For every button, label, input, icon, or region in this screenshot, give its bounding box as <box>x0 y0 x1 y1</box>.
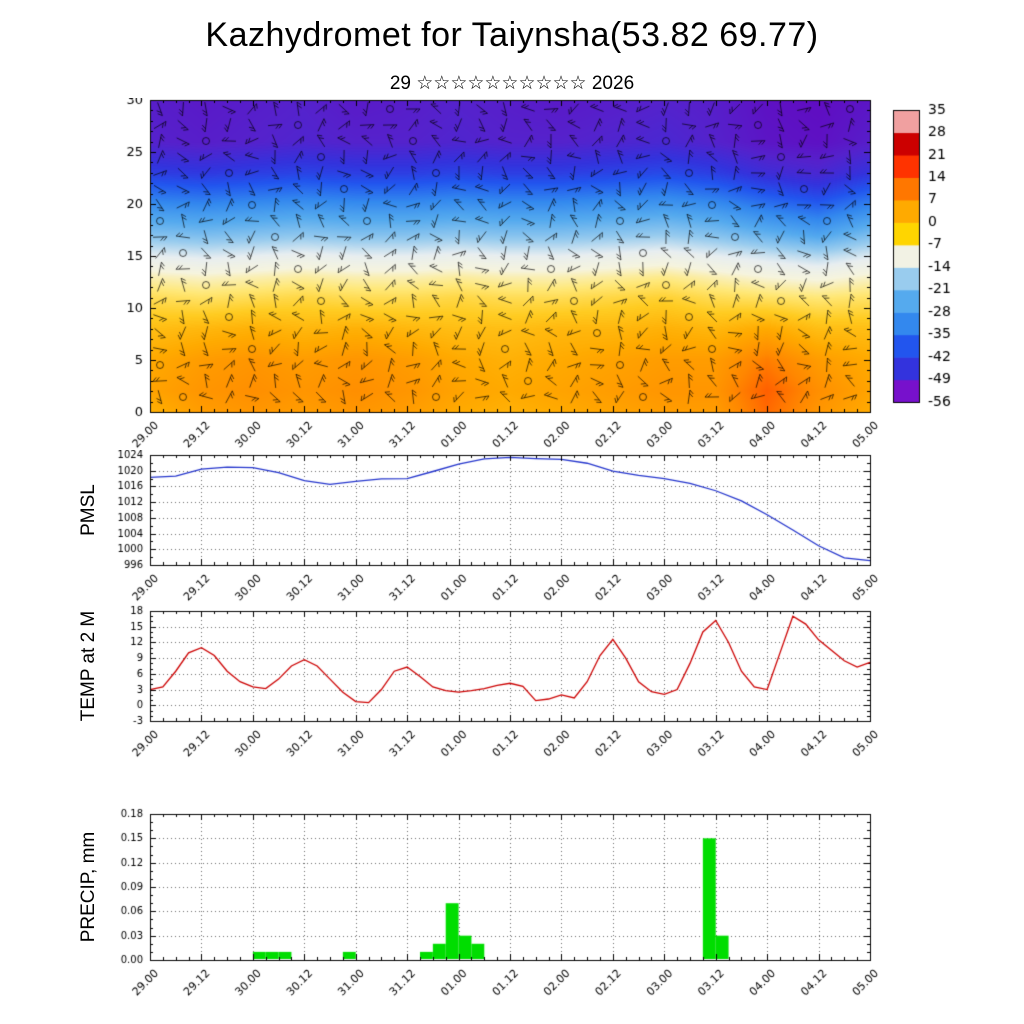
precip-panel <box>0 804 1024 1024</box>
page-title: Kazhydromet for Taiynsha(53.82 69.77) <box>205 16 819 54</box>
pmsl-axis-label: PMSL <box>78 484 99 536</box>
temp-panel <box>0 604 1024 760</box>
chart-subtitle: 29 ☆☆☆☆☆☆☆☆☆☆ 2026 <box>389 73 635 94</box>
pmsl-panel <box>0 450 1024 606</box>
precip-axis-label: PRECIP, mm <box>78 831 99 943</box>
temp-axis-label: TEMP at 2 M <box>78 610 99 722</box>
cross-section-panel <box>0 98 1024 450</box>
